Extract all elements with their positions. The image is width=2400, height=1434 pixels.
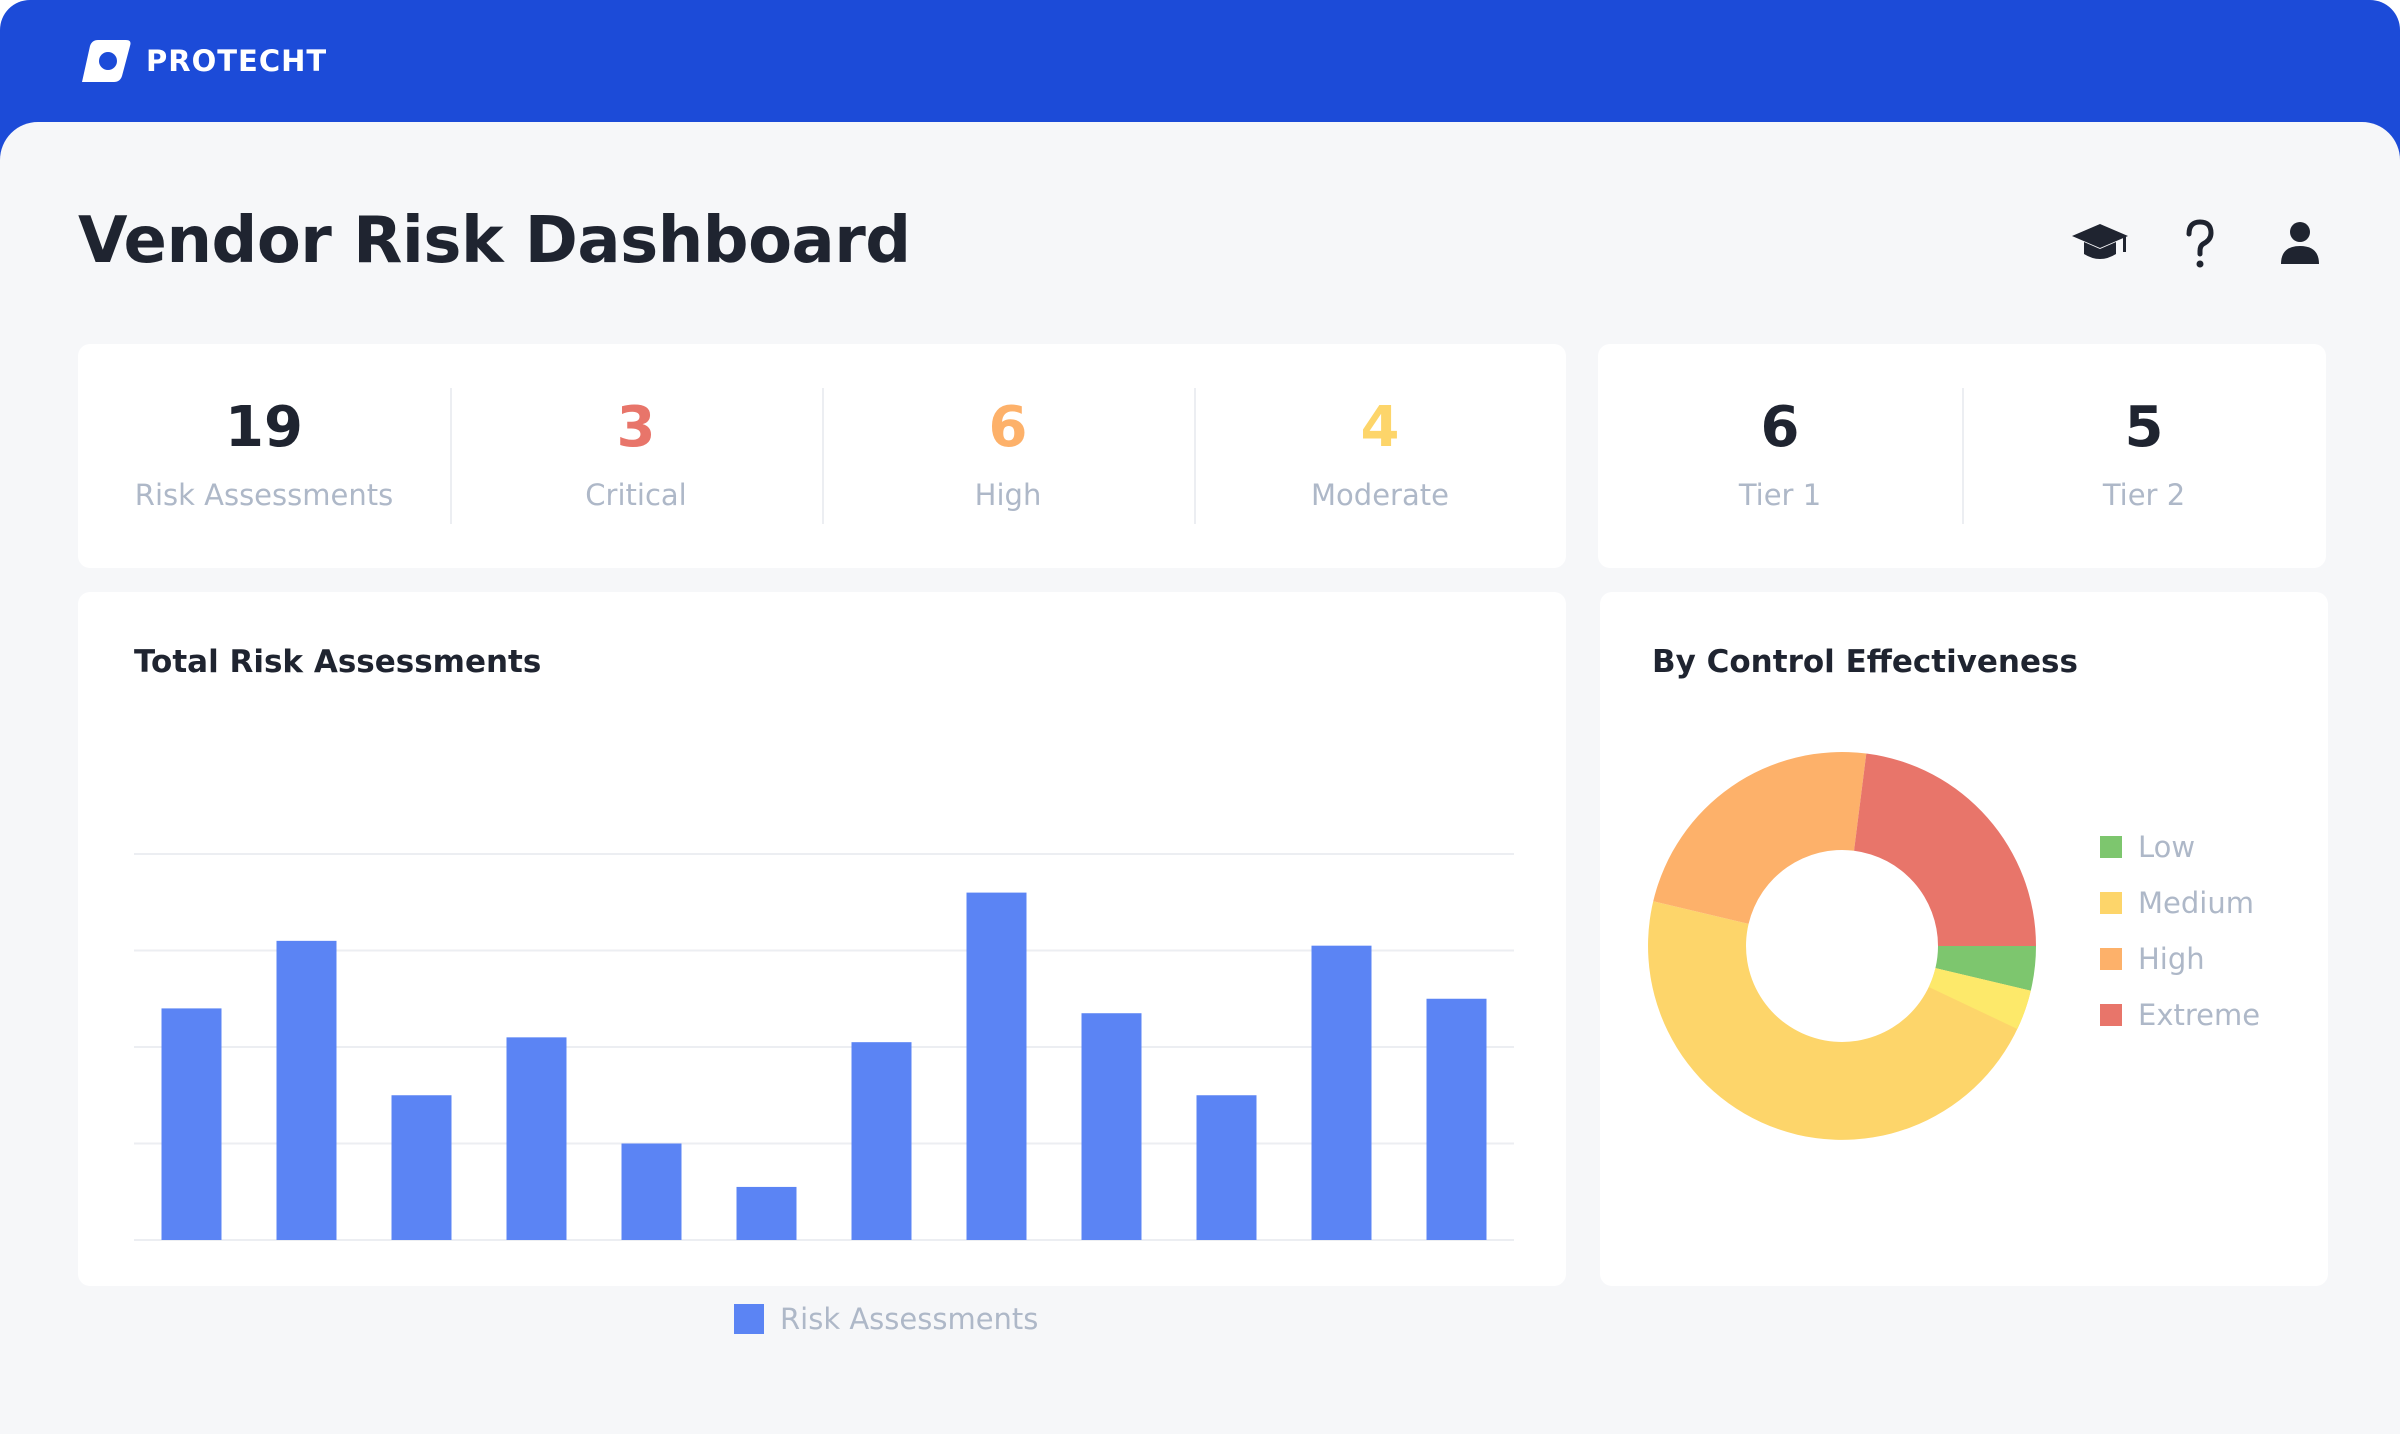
stat-label: Moderate <box>1311 478 1449 512</box>
stat-moderate[interactable]: 4 Moderate <box>1194 344 1566 568</box>
legend-item-high[interactable]: High <box>2100 942 2260 976</box>
stat-label: Critical <box>585 478 687 512</box>
bar[interactable] <box>391 1095 452 1240</box>
donut-chart-legend: Low Medium High Extreme <box>2100 830 2261 1032</box>
user-icon[interactable] <box>2270 214 2330 274</box>
main-canvas: Vendor Risk Dashboard 19 Risk Assessm <box>0 122 2400 1434</box>
stat-value: 19 <box>225 395 303 460</box>
help-icon[interactable] <box>2170 214 2230 274</box>
risk-summary-card: 19 Risk Assessments 3 Critical 6 High 4 … <box>78 344 1566 568</box>
bar[interactable] <box>1311 945 1372 1240</box>
legend-swatch <box>2100 948 2122 970</box>
brand[interactable]: PROTECHT <box>78 38 327 84</box>
legend-item-medium[interactable]: Medium <box>2100 886 2260 920</box>
stat-value: 5 <box>2124 395 2164 460</box>
stat-critical[interactable]: 3 Critical <box>450 344 822 568</box>
legend-swatch <box>2100 1004 2122 1026</box>
legend-item-extreme[interactable]: Extreme <box>2100 998 2261 1032</box>
bar[interactable] <box>506 1037 567 1240</box>
stat-label: Risk Assessments <box>134 478 394 512</box>
legend-label: Extreme <box>2138 998 2261 1032</box>
stat-tier-1[interactable]: 6 Tier 1 <box>1598 344 1962 568</box>
stat-tier-2[interactable]: 5 Tier 2 <box>1962 344 2326 568</box>
legend-item-low[interactable]: Low <box>2100 830 2260 864</box>
chart-title: Total Risk Assessments <box>134 644 542 680</box>
legend-label: Risk Assessments <box>780 1302 1039 1336</box>
legend-swatch <box>2100 892 2122 914</box>
legend-label: High <box>2138 942 2205 976</box>
bar-chart <box>134 853 1514 1241</box>
stat-label: Tier 1 <box>1738 478 1822 512</box>
donut-slice-high[interactable] <box>1653 752 1867 924</box>
stat-high[interactable]: 6 High <box>822 344 1194 568</box>
stat-value: 3 <box>616 395 656 460</box>
chart-title: By Control Effectiveness <box>1652 644 2078 680</box>
page-title: Vendor Risk Dashboard <box>78 204 911 278</box>
bar[interactable] <box>1196 1095 1257 1240</box>
bar[interactable] <box>621 1143 682 1241</box>
donut-slice-accent <box>1928 968 2031 1029</box>
bar[interactable] <box>1426 998 1487 1240</box>
bar[interactable] <box>966 892 1027 1240</box>
donut-slice-extreme[interactable] <box>1854 753 2036 946</box>
bar[interactable] <box>736 1186 797 1240</box>
bar[interactable] <box>161 1008 222 1240</box>
stat-value: 6 <box>988 395 1028 460</box>
tier-summary-card: 6 Tier 1 5 Tier 2 <box>1598 344 2326 568</box>
bar[interactable] <box>276 940 337 1240</box>
bar[interactable] <box>1081 1013 1142 1240</box>
donut-chart <box>1648 752 2036 1140</box>
stat-label: High <box>974 478 1042 512</box>
stat-value: 6 <box>1760 395 1800 460</box>
donut-slice-medium[interactable] <box>1648 901 2031 1140</box>
brand-name: PROTECHT <box>146 44 328 78</box>
legend-label: Low <box>2138 830 2196 864</box>
stat-risk-assessments[interactable]: 19 Risk Assessments <box>78 344 450 568</box>
control-effectiveness-card: By Control Effectiveness Low Medium High… <box>1600 592 2328 1286</box>
total-risk-assessments-card: Total Risk Assessments Risk Assessments <box>78 592 1566 1336</box>
donut-slice-low[interactable] <box>1935 946 2036 991</box>
legend-swatch <box>734 1304 764 1334</box>
bar-chart-legend[interactable]: Risk Assessments <box>734 1302 1038 1336</box>
legend-label: Medium <box>2138 886 2254 920</box>
graduation-cap-icon[interactable] <box>2070 214 2130 274</box>
legend-swatch <box>2100 836 2122 858</box>
bar[interactable] <box>851 1042 912 1240</box>
header-actions <box>2070 214 2330 274</box>
stat-value: 4 <box>1360 395 1400 460</box>
protecht-logo-icon <box>82 40 131 82</box>
stat-label: Tier 2 <box>2102 478 2186 512</box>
